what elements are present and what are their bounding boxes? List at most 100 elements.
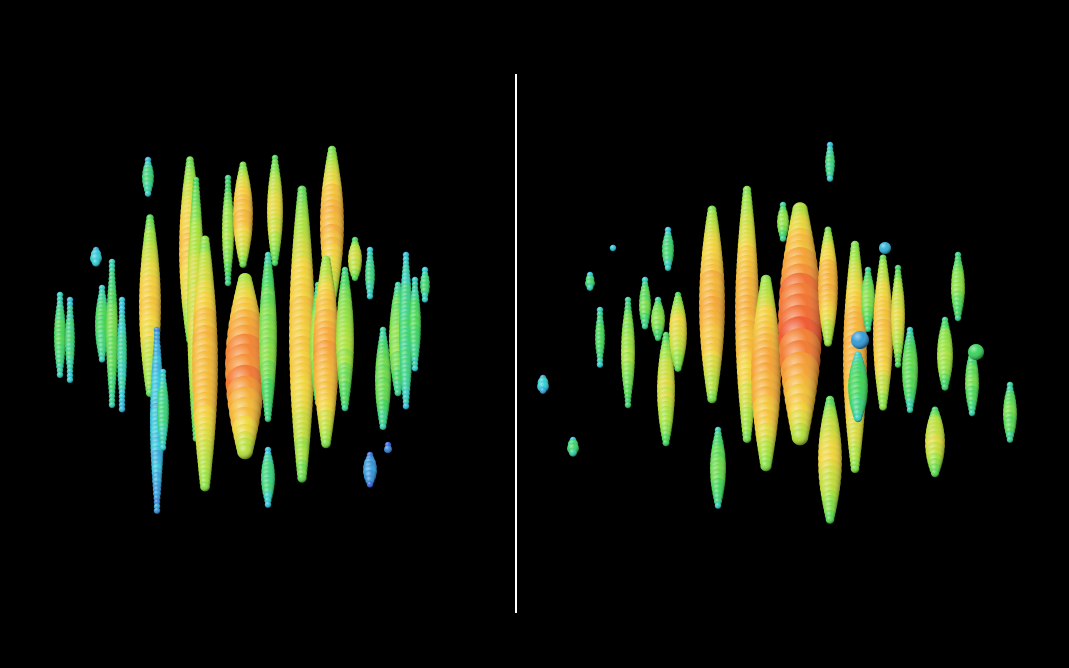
sensor-hit-shading bbox=[237, 443, 253, 460]
detector-string bbox=[117, 296, 127, 413]
detector-string bbox=[54, 291, 66, 378]
detector-string bbox=[225, 273, 265, 460]
sensor-hit-shading bbox=[624, 401, 632, 409]
detector-string bbox=[818, 226, 838, 347]
sensor-hit-shading bbox=[384, 445, 392, 454]
sensor-hit-shading bbox=[968, 344, 984, 360]
detector-string bbox=[384, 441, 392, 454]
sensor-hit-shading bbox=[662, 439, 670, 447]
sensor-hit-shading bbox=[879, 242, 891, 254]
sensor-hit-shading bbox=[118, 406, 126, 413]
sensor-hit-shading bbox=[341, 404, 349, 412]
detector-string bbox=[142, 156, 154, 197]
sensor-hit-shading bbox=[586, 284, 594, 291]
sensor-hit-shading bbox=[159, 444, 167, 451]
sensor-hit-shading bbox=[760, 460, 772, 472]
detector-string bbox=[289, 185, 315, 483]
detector-string bbox=[90, 246, 102, 267]
sensor-hit-shading bbox=[351, 274, 359, 281]
detector-string bbox=[375, 326, 391, 430]
detector-string bbox=[348, 236, 362, 281]
detector-string bbox=[537, 374, 549, 394]
sensor-hit-shading bbox=[894, 361, 902, 368]
detector-string bbox=[925, 406, 945, 478]
sensor-hit-shading bbox=[968, 409, 976, 417]
sensor-hit-shading bbox=[569, 448, 577, 457]
event-display-left bbox=[54, 145, 430, 514]
sensor-hit-shading bbox=[941, 383, 949, 391]
detector-string bbox=[879, 242, 891, 254]
sensor-hit-shading bbox=[864, 325, 872, 332]
detector-string bbox=[365, 246, 375, 300]
sensor-hit-shading bbox=[321, 438, 331, 449]
sensor-hit-shading bbox=[200, 481, 210, 492]
detector-string bbox=[851, 331, 869, 349]
sensor-hit-shading bbox=[421, 296, 429, 303]
sensor-hit-shading bbox=[851, 331, 869, 349]
sensor-hit-shading bbox=[906, 406, 914, 413]
detector-string bbox=[409, 276, 421, 372]
sensor-hit-shading bbox=[825, 515, 835, 524]
sensor-hit-shading bbox=[366, 481, 374, 488]
detector-string bbox=[267, 154, 283, 267]
sensor-hit-shading bbox=[654, 334, 662, 341]
sensor-hit-shading bbox=[930, 469, 940, 478]
sensor-hit-shading bbox=[56, 371, 64, 378]
detector-string bbox=[968, 344, 984, 360]
detector-string bbox=[259, 251, 277, 423]
sensor-hit-shading bbox=[714, 502, 722, 509]
sensor-hit-shading bbox=[411, 365, 419, 372]
detector-string bbox=[639, 276, 651, 330]
detector-string bbox=[95, 284, 109, 363]
sensor-hit-shading bbox=[824, 338, 832, 347]
sensor-hit-shading bbox=[108, 401, 116, 408]
detector-string bbox=[662, 226, 674, 271]
detector-string bbox=[363, 451, 377, 488]
sensor-hit-shading bbox=[742, 434, 752, 443]
sensor-hit-shading bbox=[264, 415, 272, 423]
sensor-hit-shading bbox=[954, 314, 962, 322]
detector-string bbox=[261, 446, 275, 508]
sensor-hit-shading bbox=[1006, 436, 1014, 443]
sensor-hit-shading bbox=[224, 279, 232, 287]
detector-string bbox=[192, 235, 218, 492]
sensor-hit-shading bbox=[92, 258, 100, 267]
detector-string bbox=[778, 202, 822, 446]
detector-string bbox=[710, 426, 726, 509]
event-display-right bbox=[537, 141, 1017, 524]
detector-string bbox=[777, 201, 789, 242]
sensor-hit-shading bbox=[98, 356, 106, 363]
detector-string bbox=[735, 185, 759, 443]
sensor-hit-shading bbox=[379, 423, 387, 430]
sensor-hit-shading bbox=[791, 428, 809, 446]
sensor-hit-shading bbox=[609, 244, 617, 252]
detector-string bbox=[825, 141, 835, 182]
detector-string bbox=[699, 205, 725, 404]
detector-string bbox=[861, 266, 875, 332]
sensor-hit-shading bbox=[366, 293, 374, 300]
sensor-hit-shading bbox=[394, 389, 402, 397]
sensor-hit-shading bbox=[153, 507, 161, 514]
detector-string bbox=[1003, 381, 1017, 443]
sensor-hit-shading bbox=[674, 364, 682, 372]
sensor-hit-shading bbox=[664, 264, 672, 271]
detector-string bbox=[399, 251, 413, 410]
sensor-hit-shading bbox=[271, 259, 279, 267]
detector-string bbox=[818, 395, 842, 524]
sensor-hit-shading bbox=[879, 402, 887, 411]
sensor-hit-shading bbox=[779, 235, 787, 242]
sensor-hit-shading bbox=[239, 260, 247, 268]
detector-string bbox=[157, 368, 169, 451]
detector-string bbox=[891, 264, 905, 368]
sensor-hit-shading bbox=[539, 387, 547, 394]
detector-string bbox=[937, 316, 953, 391]
detector-string bbox=[848, 351, 868, 423]
sensor-hit-shading bbox=[402, 403, 410, 410]
detector-string bbox=[669, 291, 687, 372]
sensor-hit-shading bbox=[596, 361, 604, 368]
detector-string bbox=[873, 254, 893, 411]
sensor-hit-shading bbox=[297, 473, 307, 483]
detector-string bbox=[657, 331, 675, 447]
